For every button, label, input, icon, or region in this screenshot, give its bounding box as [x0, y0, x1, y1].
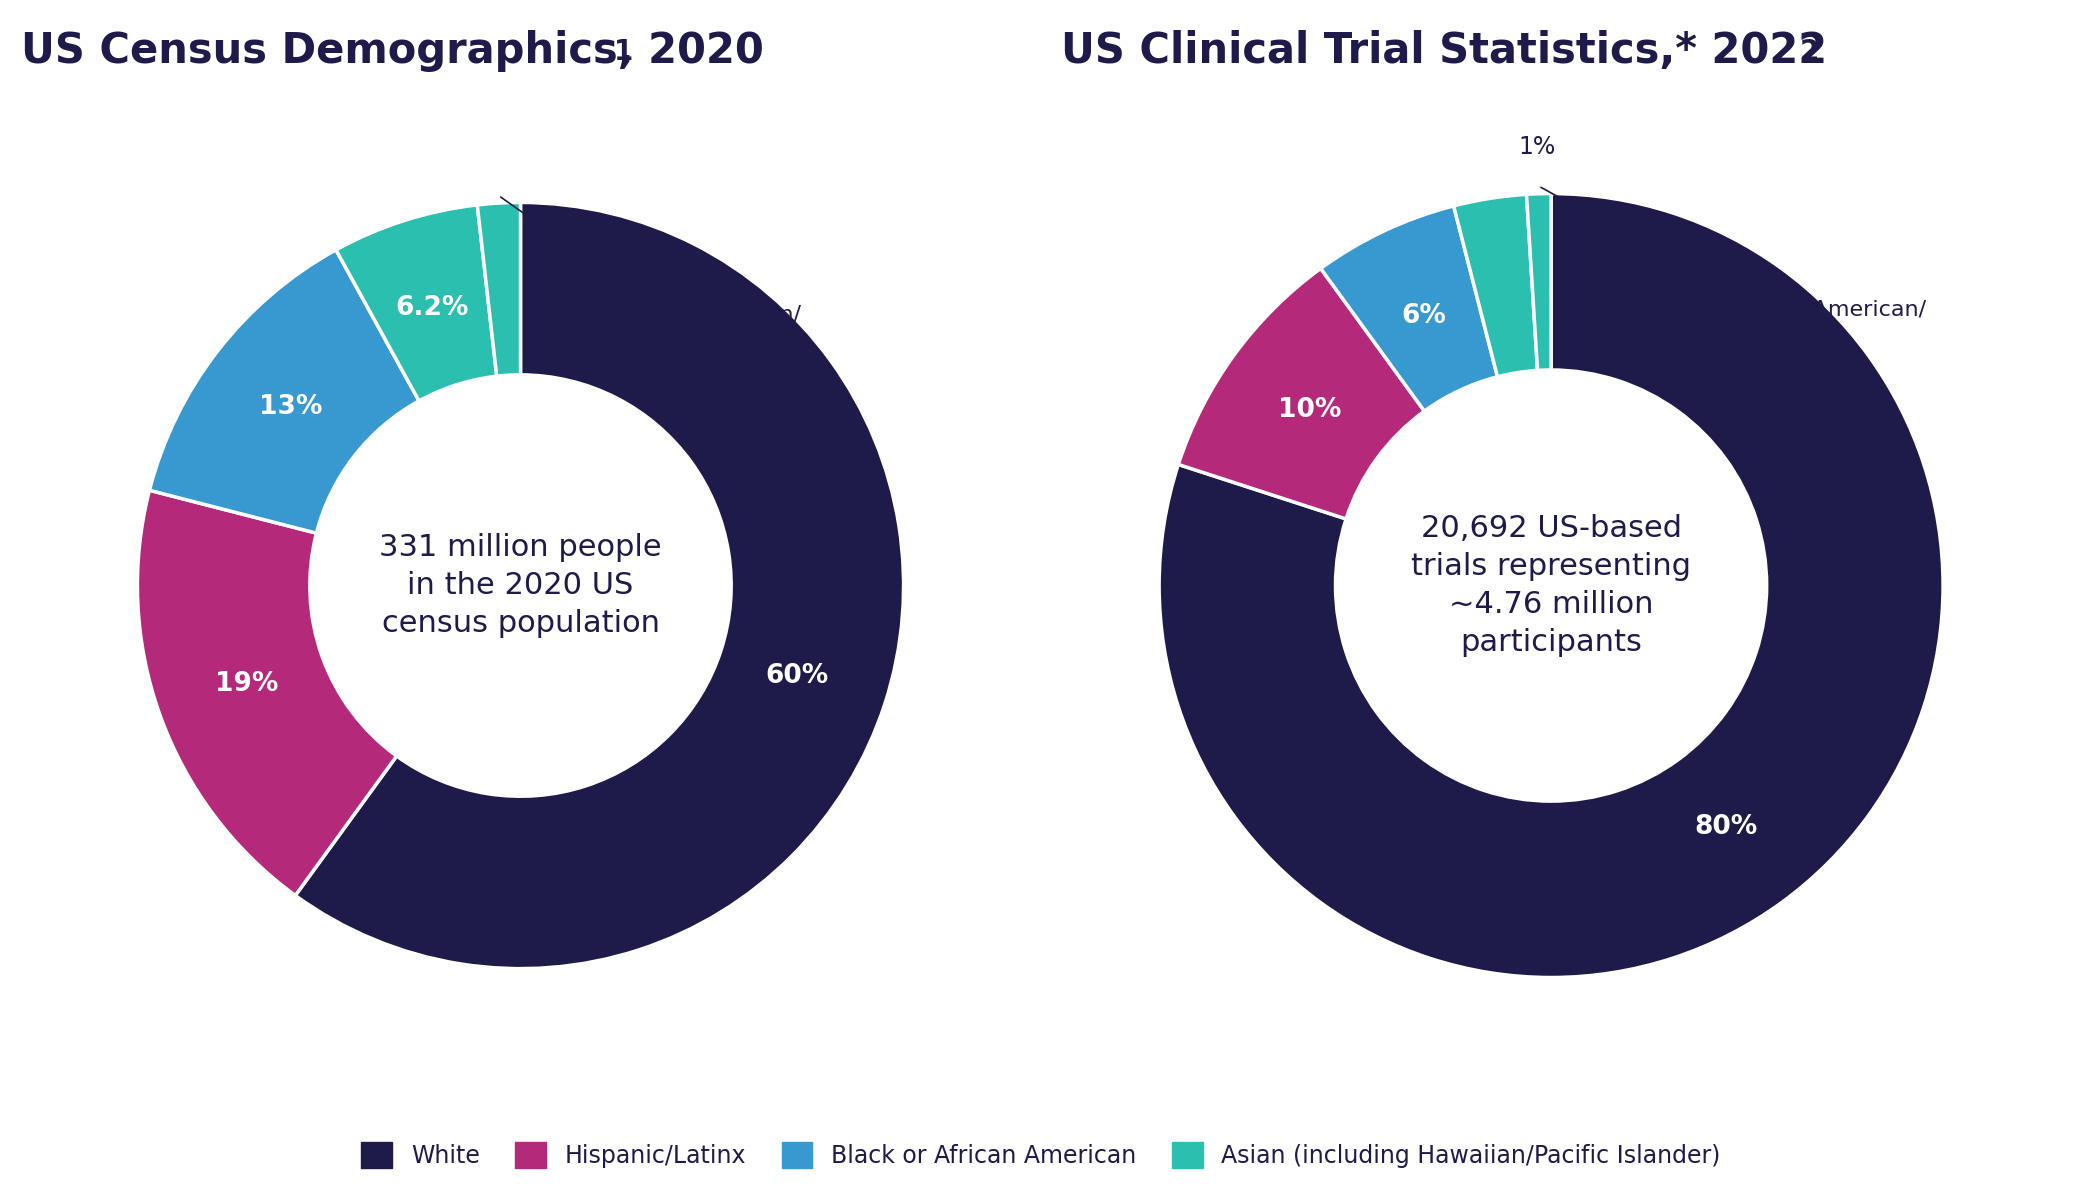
Text: 6%: 6% — [1401, 304, 1447, 329]
Wedge shape — [1526, 194, 1551, 370]
Text: 331 million people
in the 2020 US
census population: 331 million people in the 2020 US census… — [379, 533, 662, 638]
Wedge shape — [150, 250, 418, 533]
Text: 2: 2 — [1801, 38, 1820, 66]
Text: 60%: 60% — [766, 662, 829, 688]
Wedge shape — [1320, 206, 1497, 411]
Text: US Census Demographics, 2020: US Census Demographics, 2020 — [21, 30, 764, 72]
Text: 19%: 19% — [214, 672, 279, 697]
Text: US Clinical Trial Statistics,* 2022: US Clinical Trial Statistics,* 2022 — [1062, 30, 1828, 72]
Wedge shape — [1160, 194, 1943, 978]
Wedge shape — [1178, 269, 1424, 519]
Text: 6.2%: 6.2% — [396, 295, 468, 321]
Wedge shape — [296, 202, 904, 969]
Text: 1: 1 — [614, 38, 633, 66]
Text: 1% Native American/
Alaska Native: 1% Native American/ Alaska Native — [500, 197, 802, 348]
Text: 10%: 10% — [1278, 398, 1341, 423]
Text: 1%: 1% — [1518, 135, 1555, 159]
Wedge shape — [477, 202, 520, 376]
Text: 80%: 80% — [1695, 814, 1757, 840]
Wedge shape — [1453, 195, 1537, 376]
Wedge shape — [335, 204, 498, 400]
Text: 20,692 US-based
trials representing
~4.76 million
participants: 20,692 US-based trials representing ~4.7… — [1412, 514, 1691, 657]
Wedge shape — [137, 490, 398, 895]
Legend: White, Hispanic/Latinx, Black or African American, Asian (including Hawaiian/Pac: White, Hispanic/Latinx, Black or African… — [352, 1133, 1730, 1177]
Text: <0.02% Native American/
Alaska Native: <0.02% Native American/ Alaska Native — [1541, 188, 1926, 343]
Text: 13%: 13% — [258, 394, 323, 421]
